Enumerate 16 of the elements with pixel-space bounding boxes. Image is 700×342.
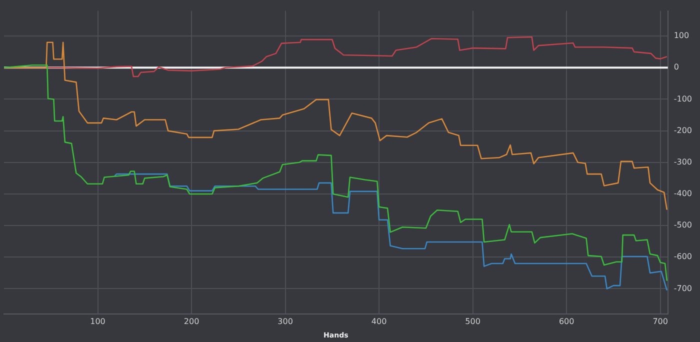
x-tick-label: 400 [371, 316, 387, 326]
x-tick-label: 100 [90, 316, 106, 326]
x-tick-label: 700 [652, 316, 668, 326]
x-tick-label: 500 [465, 316, 480, 326]
y-tick-label: -200 [674, 126, 692, 135]
x-tick-label: 200 [184, 316, 200, 326]
y-tick-label: 100 [674, 31, 690, 40]
y-tick-label: -700 [674, 284, 692, 293]
y-tick-label: -600 [674, 252, 692, 262]
y-tick-label: -400 [674, 189, 692, 198]
y-tick-label: -500 [674, 220, 692, 230]
x-tick-label: 300 [278, 316, 293, 326]
x-tick-label: 600 [558, 316, 574, 326]
y-tick-label: 0 [674, 62, 679, 72]
y-tick-label: -100 [674, 94, 692, 104]
y-tick-label: -300 [674, 157, 692, 166]
